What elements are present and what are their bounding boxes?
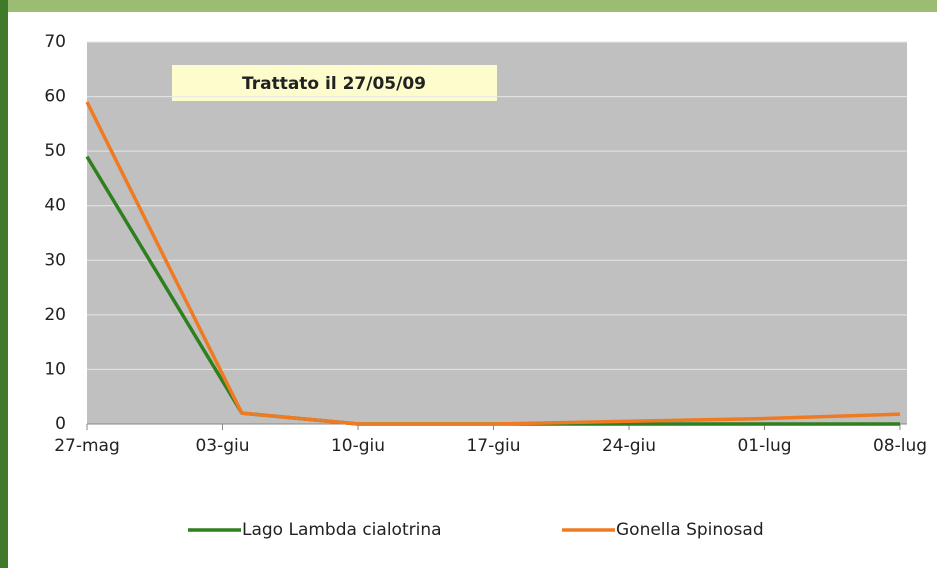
- y-tick-label: 20: [44, 305, 66, 325]
- x-tick-label: 27-mag: [54, 436, 120, 456]
- x-tick-label: 10-giu: [331, 436, 385, 456]
- x-tick-label: 03-giu: [195, 436, 249, 456]
- y-tick-label: 10: [44, 359, 66, 379]
- legend-label: Lago Lambda cialotrina: [242, 520, 442, 540]
- plot-area: [87, 42, 907, 424]
- y-tick-label: 0: [55, 414, 66, 434]
- y-tick-label: 60: [44, 87, 66, 107]
- x-tick-label: 08-lug: [873, 436, 927, 456]
- x-tick-label: 01-lug: [737, 436, 791, 456]
- x-tick-label: 24-giu: [602, 436, 656, 456]
- series-line: [85, 101, 901, 426]
- legend-label: Gonella Spinosad: [616, 520, 764, 540]
- annotation-box: [172, 65, 497, 101]
- y-tick-label: 50: [44, 141, 66, 161]
- y-tick-label: 40: [44, 196, 66, 216]
- annotation: Trattato il 27/05/09: [242, 74, 426, 94]
- y-tick-label: 70: [44, 32, 66, 52]
- y-tick-label: 30: [44, 250, 66, 270]
- frame-edge: [0, 0, 8, 568]
- x-tick-label: 17-giu: [466, 436, 520, 456]
